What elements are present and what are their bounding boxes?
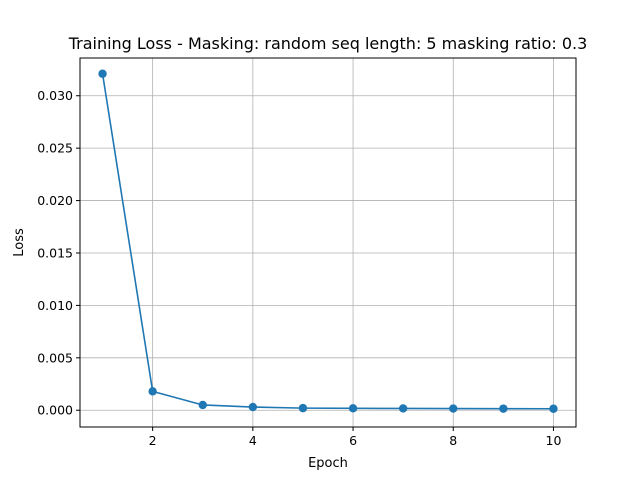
- y-tick-label: 0.015: [37, 245, 73, 260]
- data-point: [198, 400, 207, 410]
- data-point: [348, 404, 358, 413]
- x-tick-label: 6: [349, 433, 357, 448]
- y-tick-label: 0.000: [37, 403, 73, 418]
- x-tick-label: 2: [149, 433, 157, 448]
- data-point: [248, 402, 258, 412]
- y-tick-label: 0.025: [37, 141, 73, 156]
- series-layer: [98, 69, 558, 413]
- grid: [80, 58, 576, 427]
- data-point: [148, 387, 157, 396]
- x-tick-label: 4: [249, 433, 257, 448]
- x-tick-label: 8: [449, 433, 457, 448]
- data-point: [449, 404, 458, 413]
- data-point: [398, 404, 408, 413]
- series-line: [101, 73, 554, 410]
- y-tick-label: 0.005: [37, 350, 73, 365]
- y-tick-label: 0.010: [37, 298, 73, 313]
- y-axis-label: Loss: [12, 228, 27, 257]
- plot-frame: [79, 57, 577, 428]
- x-axis-label: Epoch: [308, 456, 348, 471]
- data-point: [98, 69, 107, 78]
- y-tick-label: 0.030: [37, 88, 73, 103]
- data-point: [549, 404, 558, 413]
- data-point: [499, 404, 508, 413]
- ticks: 2 4 6 8 10 0.000 0.005 0.010 0.015 0.020 0.025 0.03…: [37, 88, 561, 448]
- x-tick-label: 10: [546, 433, 562, 448]
- y-tick-label: 0.020: [37, 193, 73, 208]
- chart-title: Training Loss - Masking: random seq leng…: [68, 34, 588, 53]
- data-point: [298, 403, 308, 413]
